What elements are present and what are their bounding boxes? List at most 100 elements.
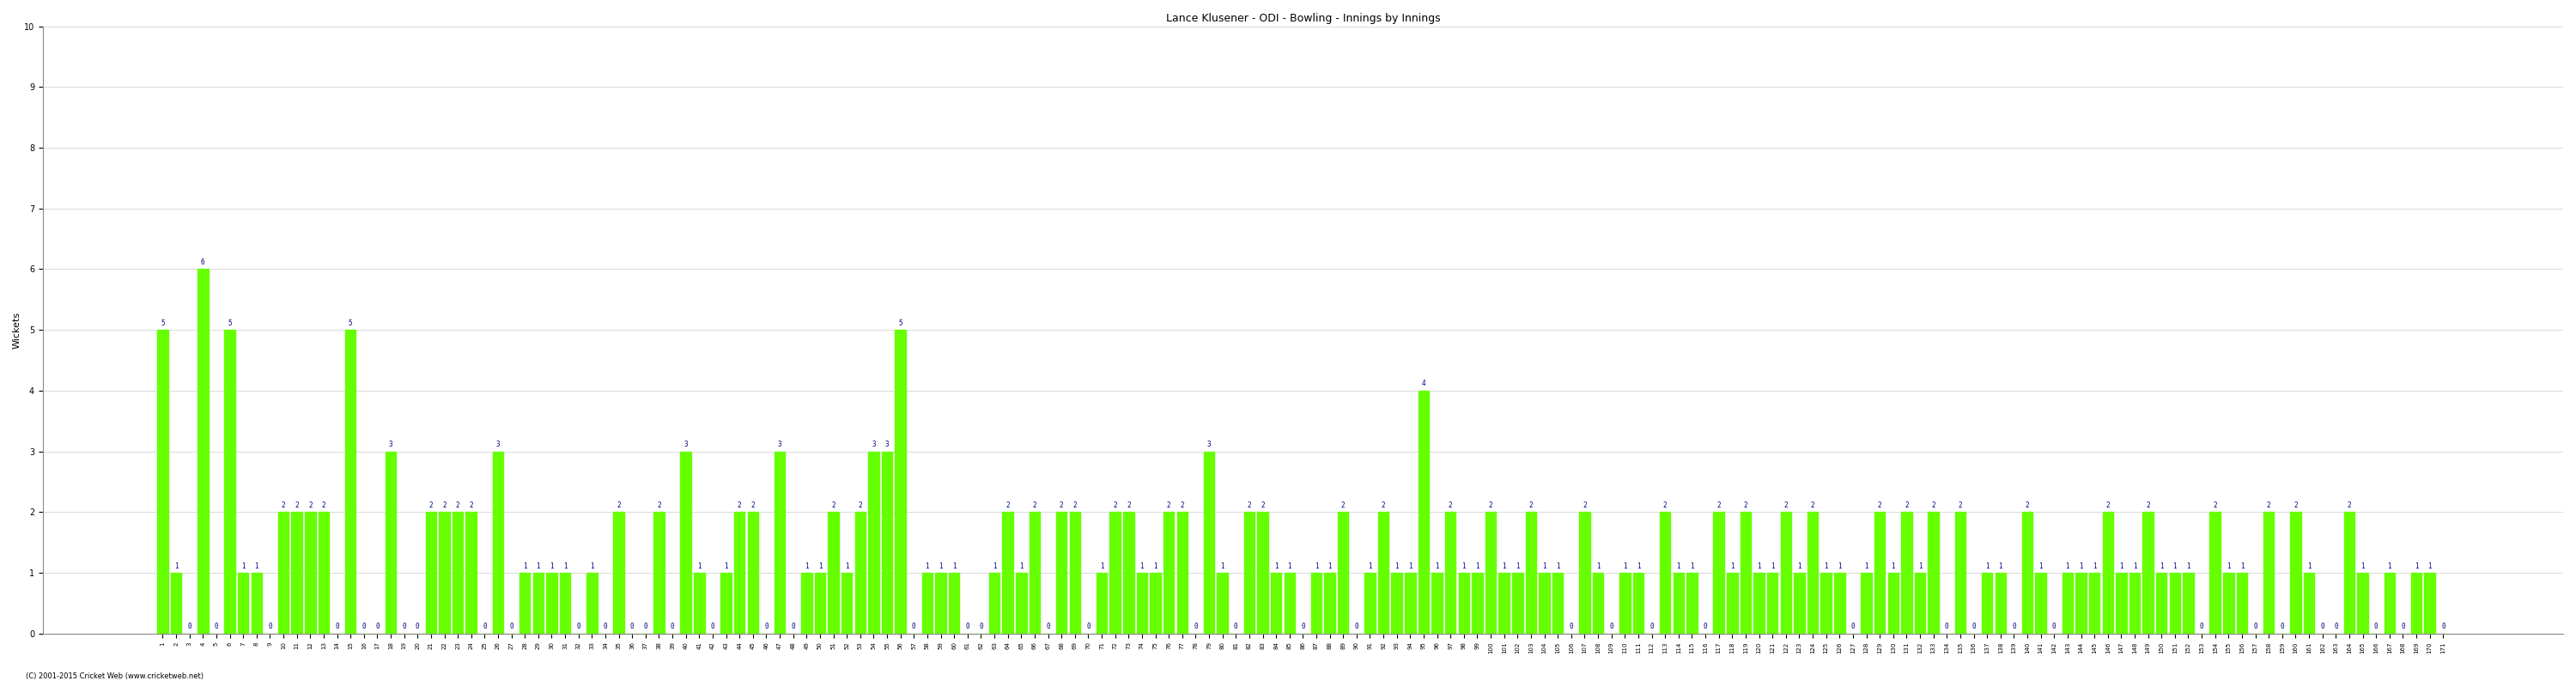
Text: 0: 0: [2200, 623, 2202, 631]
Bar: [492, 451, 502, 633]
Bar: [1337, 512, 1347, 633]
Bar: [1996, 573, 2007, 633]
Text: 2: 2: [443, 502, 446, 509]
Text: 2: 2: [2105, 502, 2110, 509]
Bar: [1875, 512, 1886, 633]
Text: 2: 2: [1247, 502, 1252, 509]
Text: 1: 1: [1515, 562, 1520, 570]
Text: 1: 1: [1999, 562, 2002, 570]
Text: 0: 0: [1649, 623, 1654, 631]
Text: 1: 1: [2133, 562, 2136, 570]
Text: 2: 2: [1489, 502, 1492, 509]
Bar: [1486, 512, 1497, 633]
Text: 2: 2: [1381, 502, 1386, 509]
Text: 1: 1: [2174, 562, 2177, 570]
Text: 2: 2: [616, 502, 621, 509]
Text: 1: 1: [1154, 562, 1157, 570]
Bar: [1767, 573, 1777, 633]
Bar: [1499, 573, 1510, 633]
Text: 1: 1: [1275, 562, 1278, 570]
Text: 2: 2: [1958, 502, 1963, 509]
Text: 0: 0: [966, 623, 969, 631]
Text: 1: 1: [698, 562, 701, 570]
Text: 0: 0: [1569, 623, 1574, 631]
Bar: [1525, 512, 1535, 633]
Bar: [1110, 512, 1121, 633]
Text: 1: 1: [1891, 562, 1896, 570]
Text: 1: 1: [175, 562, 178, 570]
Text: 1: 1: [804, 562, 809, 570]
Bar: [1311, 573, 1321, 633]
Bar: [1674, 573, 1685, 633]
Text: 1: 1: [1502, 562, 1507, 570]
Bar: [1713, 512, 1723, 633]
Bar: [2022, 512, 2032, 633]
Bar: [1136, 573, 1146, 633]
Text: 0: 0: [711, 623, 714, 631]
Bar: [842, 573, 853, 633]
Text: 1: 1: [1476, 562, 1479, 570]
Bar: [2169, 573, 2179, 633]
Bar: [1579, 512, 1589, 633]
Text: 0: 0: [2012, 623, 2017, 631]
Text: 1: 1: [1327, 562, 1332, 570]
Text: 1: 1: [1314, 562, 1319, 570]
Text: 2: 2: [832, 502, 835, 509]
Bar: [1754, 573, 1765, 633]
Bar: [1927, 512, 1940, 633]
Bar: [1793, 573, 1806, 633]
Text: 2: 2: [1744, 502, 1747, 509]
Text: 0: 0: [1193, 623, 1198, 631]
Text: 0: 0: [631, 623, 634, 631]
Text: 2: 2: [1811, 502, 1814, 509]
Bar: [734, 512, 744, 633]
Text: 1: 1: [1690, 562, 1695, 570]
Text: 1: 1: [1463, 562, 1466, 570]
Text: 0: 0: [361, 623, 366, 631]
Text: 0: 0: [912, 623, 917, 631]
Text: 2: 2: [309, 502, 312, 509]
Bar: [1538, 573, 1551, 633]
Bar: [1687, 573, 1698, 633]
Bar: [2115, 573, 2128, 633]
Text: 1: 1: [549, 562, 554, 570]
Bar: [1901, 512, 1911, 633]
Bar: [1726, 573, 1739, 633]
Text: 1: 1: [1837, 562, 1842, 570]
Bar: [1015, 573, 1028, 633]
Bar: [922, 573, 933, 633]
Text: 1: 1: [1757, 562, 1762, 570]
Bar: [546, 573, 556, 633]
Text: 2: 2: [1059, 502, 1064, 509]
Y-axis label: Wickets: Wickets: [13, 311, 21, 348]
Text: 1: 1: [2092, 562, 2097, 570]
Bar: [680, 451, 690, 633]
Bar: [989, 573, 999, 633]
Bar: [1445, 512, 1455, 633]
Bar: [1834, 573, 1844, 633]
Text: 1: 1: [523, 562, 528, 570]
Bar: [587, 573, 598, 633]
Text: 0: 0: [644, 623, 647, 631]
Bar: [1270, 573, 1280, 633]
Text: 5: 5: [899, 319, 902, 327]
Bar: [1471, 573, 1484, 633]
Text: 1: 1: [242, 562, 245, 570]
Bar: [2357, 573, 2367, 633]
Bar: [2385, 573, 2396, 633]
Text: 2: 2: [737, 502, 742, 509]
Text: 4: 4: [1422, 380, 1425, 387]
Text: 0: 0: [577, 623, 580, 631]
Text: 0: 0: [2280, 623, 2285, 631]
Bar: [1404, 573, 1417, 633]
Bar: [1069, 512, 1079, 633]
Text: 1: 1: [1798, 562, 1801, 570]
Bar: [2063, 573, 2074, 633]
Bar: [1365, 573, 1376, 633]
Bar: [1244, 512, 1255, 633]
Text: 1: 1: [819, 562, 822, 570]
Text: 2: 2: [1932, 502, 1935, 509]
Bar: [1177, 512, 1188, 633]
Text: 0: 0: [1945, 623, 1950, 631]
Text: 2: 2: [1260, 502, 1265, 509]
